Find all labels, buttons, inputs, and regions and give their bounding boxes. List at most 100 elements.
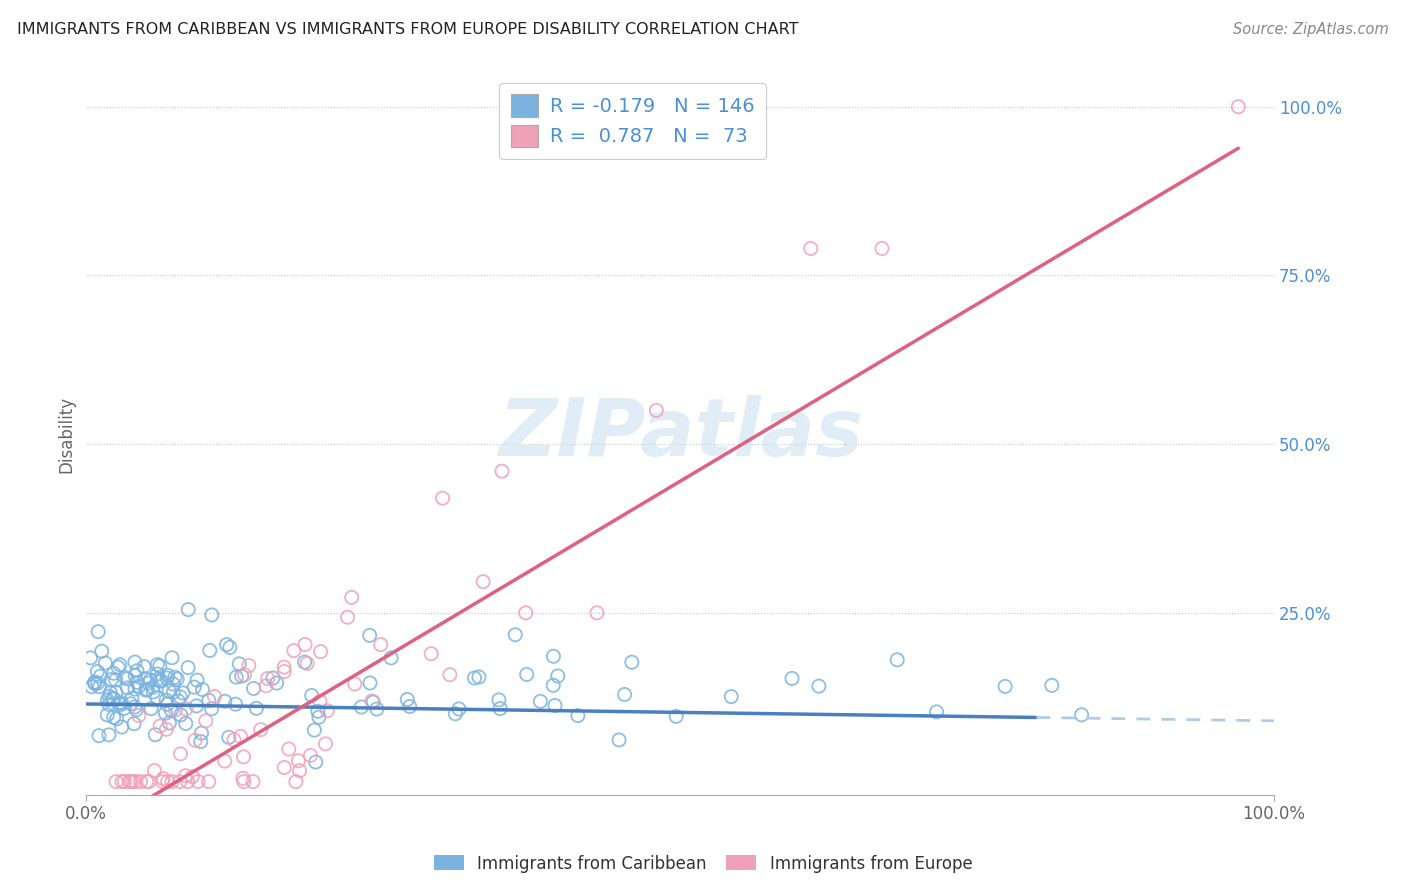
Point bbox=[308, 710, 330, 724]
Point bbox=[225, 670, 247, 684]
Point bbox=[800, 242, 823, 256]
Point bbox=[124, 655, 146, 669]
Point bbox=[515, 606, 537, 620]
Point bbox=[111, 720, 134, 734]
Point bbox=[340, 591, 363, 605]
Point bbox=[184, 733, 207, 747]
Point bbox=[169, 747, 191, 761]
Point bbox=[160, 774, 183, 789]
Point bbox=[488, 693, 510, 707]
Point bbox=[343, 677, 366, 691]
Point bbox=[225, 697, 247, 711]
Point bbox=[165, 703, 187, 717]
Point bbox=[105, 712, 128, 726]
Point bbox=[103, 710, 125, 724]
Point bbox=[266, 676, 288, 690]
Point bbox=[156, 671, 179, 685]
Point bbox=[472, 574, 495, 589]
Point bbox=[925, 705, 948, 719]
Point bbox=[613, 688, 636, 702]
Point bbox=[124, 774, 146, 789]
Point bbox=[112, 701, 135, 715]
Point bbox=[155, 706, 177, 721]
Point bbox=[128, 708, 150, 723]
Point bbox=[174, 716, 197, 731]
Point bbox=[118, 774, 141, 789]
Point bbox=[157, 715, 180, 730]
Point bbox=[516, 667, 538, 681]
Point bbox=[361, 695, 384, 709]
Point bbox=[190, 734, 212, 748]
Point bbox=[142, 681, 165, 695]
Point bbox=[100, 686, 122, 700]
Point bbox=[305, 755, 328, 769]
Point bbox=[198, 643, 221, 657]
Point bbox=[101, 691, 124, 706]
Point bbox=[152, 774, 174, 789]
Point bbox=[150, 673, 173, 688]
Point bbox=[114, 774, 136, 789]
Point bbox=[142, 685, 165, 699]
Point bbox=[232, 774, 254, 789]
Point bbox=[146, 690, 169, 705]
Point bbox=[107, 660, 129, 674]
Point bbox=[108, 657, 131, 672]
Point bbox=[645, 403, 668, 417]
Point bbox=[190, 726, 212, 740]
Legend: Immigrants from Caribbean, Immigrants from Europe: Immigrants from Caribbean, Immigrants fr… bbox=[427, 848, 979, 880]
Point bbox=[665, 709, 688, 723]
Point bbox=[110, 698, 132, 712]
Point bbox=[172, 686, 194, 700]
Point bbox=[294, 638, 316, 652]
Point bbox=[491, 464, 513, 478]
Point bbox=[249, 723, 271, 737]
Point bbox=[586, 606, 609, 620]
Point bbox=[273, 760, 295, 774]
Point bbox=[169, 690, 191, 704]
Point bbox=[143, 728, 166, 742]
Point bbox=[132, 659, 155, 673]
Point bbox=[181, 770, 204, 784]
Point bbox=[547, 669, 569, 683]
Point bbox=[103, 666, 125, 681]
Point bbox=[214, 694, 236, 708]
Point bbox=[295, 657, 318, 671]
Point bbox=[79, 651, 101, 665]
Text: IMMIGRANTS FROM CARIBBEAN VS IMMIGRANTS FROM EUROPE DISABILITY CORRELATION CHART: IMMIGRANTS FROM CARIBBEAN VS IMMIGRANTS … bbox=[17, 22, 799, 37]
Point bbox=[124, 700, 146, 714]
Point bbox=[380, 651, 402, 665]
Point bbox=[89, 680, 111, 694]
Point bbox=[146, 667, 169, 681]
Point bbox=[228, 657, 250, 671]
Point bbox=[87, 729, 110, 743]
Point bbox=[121, 774, 143, 789]
Point bbox=[273, 660, 295, 674]
Point bbox=[166, 672, 188, 686]
Point bbox=[117, 681, 139, 695]
Point bbox=[720, 690, 742, 704]
Point bbox=[163, 670, 186, 684]
Point bbox=[463, 671, 485, 685]
Point bbox=[1227, 100, 1250, 114]
Point bbox=[807, 679, 830, 693]
Point bbox=[222, 732, 245, 747]
Point bbox=[97, 698, 120, 712]
Point bbox=[299, 748, 322, 763]
Text: ZIPatlas: ZIPatlas bbox=[498, 395, 863, 473]
Point bbox=[174, 702, 197, 716]
Point bbox=[167, 694, 190, 708]
Point bbox=[103, 692, 125, 706]
Point bbox=[122, 716, 145, 731]
Point bbox=[170, 707, 193, 722]
Point bbox=[315, 737, 337, 751]
Point bbox=[89, 669, 111, 683]
Point bbox=[439, 667, 461, 681]
Point bbox=[886, 653, 908, 667]
Point bbox=[232, 772, 254, 786]
Point bbox=[242, 681, 264, 696]
Point bbox=[304, 723, 326, 737]
Point bbox=[107, 696, 129, 710]
Y-axis label: Disability: Disability bbox=[58, 395, 75, 473]
Point bbox=[218, 640, 240, 655]
Point bbox=[316, 704, 339, 718]
